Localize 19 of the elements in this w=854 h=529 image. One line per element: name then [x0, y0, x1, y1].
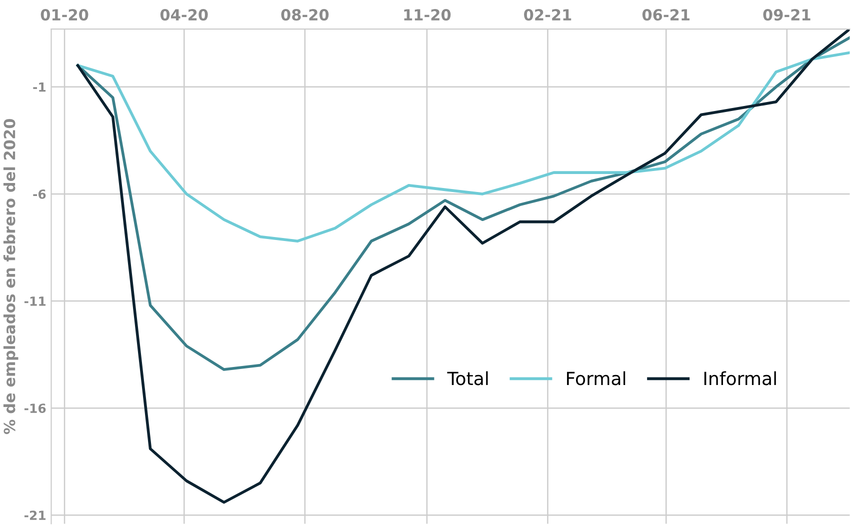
- x-tick-label: 11-20: [404, 9, 451, 21]
- line-series: [76, 29, 850, 504]
- legend-label: Formal: [567, 371, 626, 386]
- y-tick-label: -11: [24, 296, 46, 306]
- line-series: [76, 51, 850, 242]
- x-tick-label: 09-21: [763, 9, 810, 21]
- x-tick-label: 08-20: [281, 9, 329, 21]
- y-tick-label: -21: [24, 510, 46, 520]
- y-tick-label: -6: [33, 189, 46, 199]
- line-series: [76, 36, 850, 371]
- y-tick-label: -1: [33, 82, 46, 92]
- legend-label: Total: [447, 371, 488, 386]
- x-tick-label: 02-21: [524, 9, 572, 21]
- legend-label: Informal: [704, 371, 776, 386]
- x-tick-label: 04-20: [160, 9, 208, 21]
- x-tick-label: 01-20: [40, 9, 88, 21]
- y-axis-title: % de empleados en febrero del 2020: [3, 118, 18, 434]
- y-tick-label: -16: [24, 404, 46, 414]
- x-tick-label: 06-21: [642, 9, 690, 21]
